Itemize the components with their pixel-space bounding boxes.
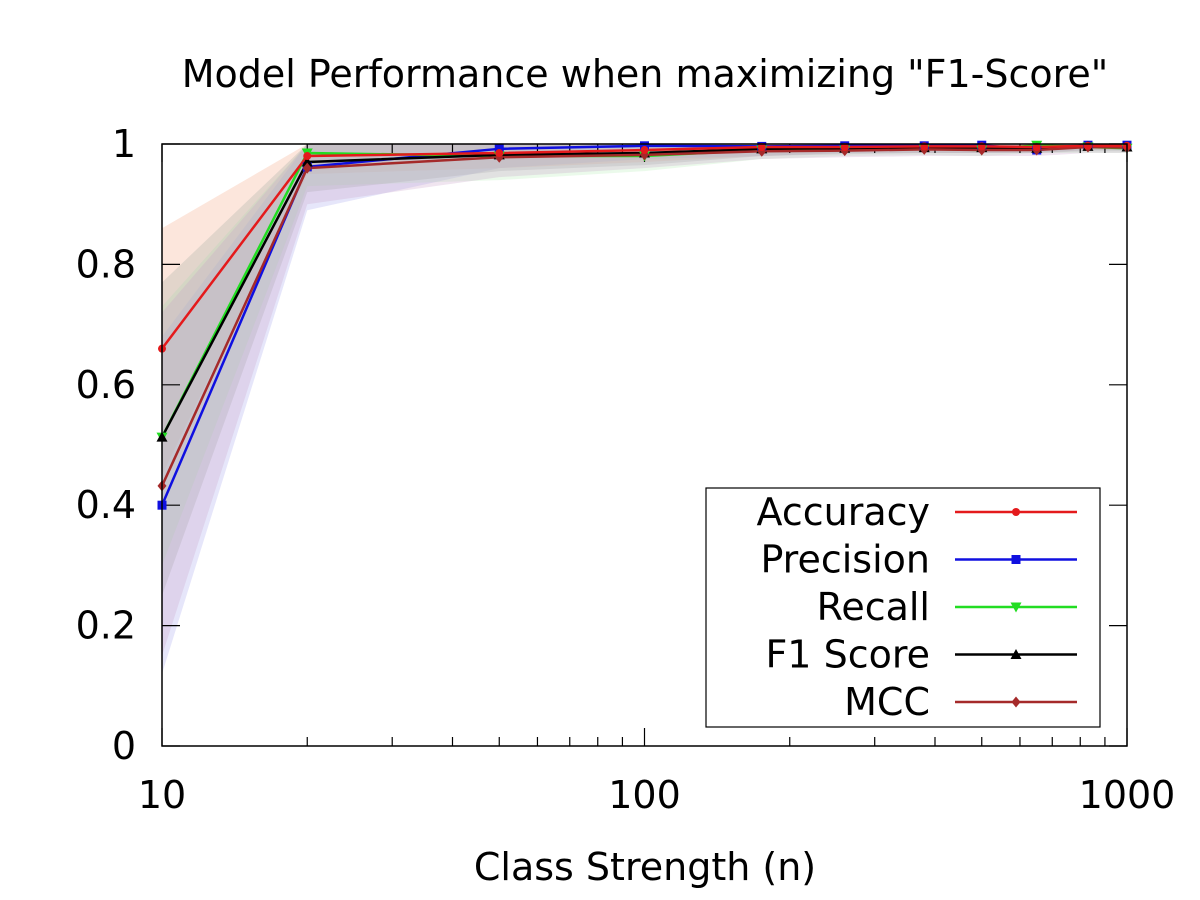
- data-point-mcc: [302, 162, 312, 174]
- y-tick-label: 0.2: [76, 604, 136, 648]
- legend-label-f1-score: F1 Score: [765, 633, 930, 677]
- plot-frame: [161, 143, 1128, 747]
- y-tick-label: 0: [112, 724, 136, 768]
- y-tick-label: 0.4: [76, 483, 136, 527]
- legend-marker-f1-score: [1010, 649, 1022, 659]
- tick-labels: 10 100 1000 0 0.2 0.4 0.6 0.8 1: [76, 122, 1176, 817]
- data-point-accuracy: [495, 149, 504, 158]
- data-point-accuracy: [640, 146, 649, 155]
- legend-marker-accuracy: [1012, 508, 1020, 516]
- legend-marker-precision: [1011, 555, 1021, 564]
- data-point-accuracy: [840, 143, 849, 152]
- x-tick-label: 100: [608, 773, 681, 817]
- legend-label-accuracy: Accuracy: [757, 490, 931, 534]
- legend-label-recall: Recall: [817, 585, 930, 629]
- y-tick-label: 0.8: [76, 242, 136, 286]
- y-tick-label: 0.6: [76, 363, 136, 407]
- data-point-precision: [640, 141, 649, 151]
- legend-marker-recall: [1010, 602, 1022, 613]
- data-point-accuracy: [1032, 143, 1041, 152]
- chart-title: Model Performance when maximizing "F1-Sc…: [182, 52, 1109, 96]
- legend-label-precision: Precision: [760, 538, 930, 582]
- y-tick-label: 1: [112, 122, 136, 166]
- legend-label-mcc: MCC: [844, 680, 930, 724]
- confidence-bands: [162, 144, 1127, 674]
- x-tick-label: 1000: [1079, 773, 1176, 817]
- data-point-f1-score: [301, 156, 313, 167]
- legend-marker-mcc: [1011, 696, 1021, 708]
- data-point-accuracy: [303, 152, 312, 161]
- x-tick-label: 10: [138, 773, 186, 817]
- data-point-accuracy: [757, 143, 766, 152]
- x-axis-label: Class Strength (n): [474, 845, 816, 889]
- band-accuracy: [162, 144, 1127, 476]
- data-point-precision: [494, 144, 504, 154]
- data-point-accuracy: [1083, 141, 1092, 150]
